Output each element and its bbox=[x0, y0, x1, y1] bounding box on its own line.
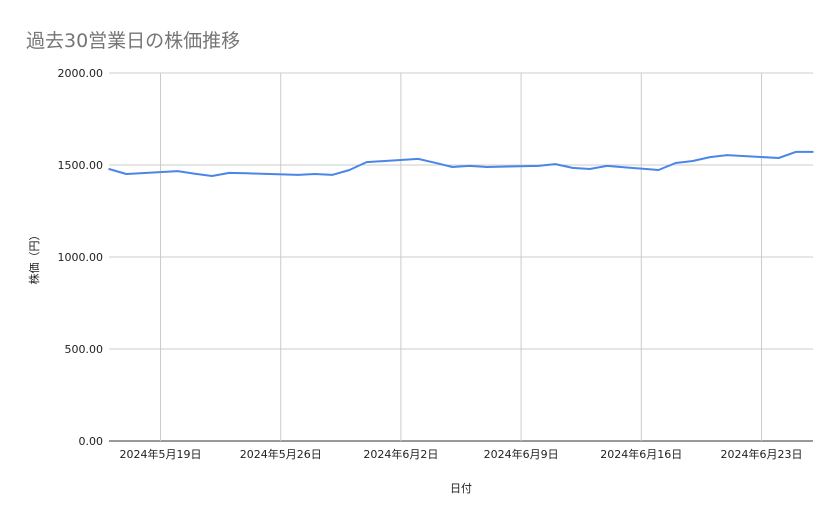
data-point bbox=[606, 165, 608, 167]
y-tick-label: 2000.00 bbox=[58, 67, 104, 80]
y-tick-label: 1500.00 bbox=[58, 159, 104, 172]
data-point bbox=[709, 156, 711, 158]
y-axis-label: 株価（円） bbox=[27, 230, 41, 285]
data-point bbox=[434, 161, 437, 164]
series-line bbox=[108, 150, 813, 177]
data-point bbox=[108, 168, 110, 170]
data-point bbox=[468, 165, 471, 167]
data-point bbox=[571, 167, 574, 169]
data-point bbox=[674, 162, 677, 164]
data-point bbox=[125, 173, 127, 175]
x-tick-label: 2024年5月26日 bbox=[240, 447, 322, 461]
data-point bbox=[228, 172, 230, 174]
data-point bbox=[795, 151, 797, 153]
data-point bbox=[537, 165, 540, 167]
data-point bbox=[245, 172, 248, 175]
x-tick-label: 2024年5月19日 bbox=[120, 447, 202, 461]
data-point bbox=[194, 173, 196, 175]
data-point bbox=[348, 169, 351, 171]
data-point bbox=[692, 160, 694, 162]
chart-title: 過去30営業日の株価推移 bbox=[26, 30, 241, 52]
data-point bbox=[812, 151, 814, 153]
data-point bbox=[726, 154, 728, 156]
data-point bbox=[777, 157, 780, 159]
x-tick-label: 2024年6月9日 bbox=[484, 447, 559, 461]
data-point bbox=[331, 174, 334, 176]
data-point bbox=[657, 169, 660, 171]
data-point bbox=[211, 175, 213, 177]
x-tick-label: 2024年6月2日 bbox=[363, 447, 438, 461]
x-axis-label: 日付 bbox=[450, 482, 472, 495]
data-point bbox=[176, 170, 179, 172]
y-tick-label: 500.00 bbox=[65, 343, 104, 356]
data-point bbox=[588, 168, 591, 170]
data-point bbox=[365, 161, 368, 163]
data-point bbox=[417, 158, 419, 160]
data-point bbox=[554, 163, 557, 165]
y-tick-label: 0.00 bbox=[79, 435, 104, 448]
y-tick-label: 1000.00 bbox=[58, 251, 104, 264]
x-tick-label: 2024年6月16日 bbox=[600, 447, 682, 461]
x-tick-label: 2024年6月23日 bbox=[720, 447, 802, 461]
data-point bbox=[314, 173, 316, 175]
data-point bbox=[297, 174, 299, 176]
data-point bbox=[451, 166, 454, 168]
data-point bbox=[485, 166, 488, 168]
